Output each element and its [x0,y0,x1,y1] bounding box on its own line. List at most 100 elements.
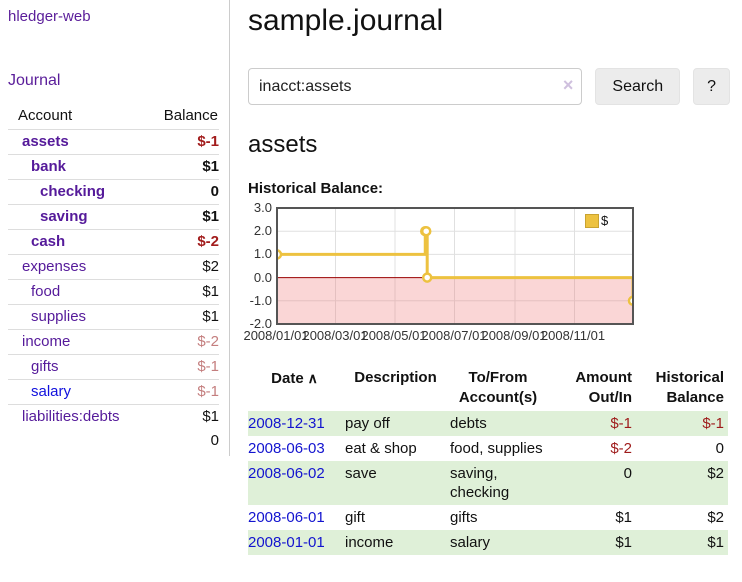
chart-title: Historical Balance: [248,180,384,197]
transaction-amount-cell: $1 [615,509,632,526]
accounts-header-row: Account Balance [8,103,219,130]
account-balance: $-1 [197,133,219,150]
accounts-total-value: 0 [210,432,219,449]
account-balance: $2 [141,254,219,280]
transaction-row: 2008-06-03 eat & shop food, supplies $-2 0 [248,436,728,461]
y-axis-tick: 1.0 [253,246,272,261]
account-link[interactable]: cash [31,233,66,250]
historical-balance-chart: 3.0 2.0 1.0 0.0 -1.0 -2.0 2008/01/01 2008/03/01… [243,200,648,347]
transaction-date-cell: 2008-06-03 [248,436,345,461]
account-row: expenses $2 [8,254,219,280]
register-col-to-from-account-s-: To/From Account(s) [458,369,538,406]
sidebar-item-journal[interactable]: Journal [8,72,61,89]
account-balance: $1 [141,204,219,230]
transaction-row: 2008-06-01 gift gifts $1 $2 [248,505,728,530]
search-row: × Search ? [248,68,730,105]
y-axis-tick: -2.0 [249,316,272,331]
account-cell: supplies [8,304,142,330]
app-brand-link[interactable]: hledger-web [8,8,91,25]
account-cell: income [8,329,142,355]
clear-search-icon[interactable]: × [562,75,574,95]
account-balance: $-2 [141,329,219,355]
account-link[interactable]: income [22,333,71,350]
account-balance: $1 [141,279,219,305]
account-link[interactable]: saving [40,208,88,225]
y-axis-tick: 2.0 [253,223,272,238]
register-table: Date ∧ Description To/From Account(s) Amoun… [248,365,728,555]
legend-swatch-icon [585,213,599,228]
account-balance: $1 [141,154,219,180]
transaction-date-link[interactable]: 2008-06-01 [248,509,325,526]
x-axis-tick: 2008/01/01 [243,328,309,343]
register-col-historical-balance: Historical Balance [655,369,724,406]
accounts-total-row: 0 [8,429,219,453]
account-link[interactable]: gifts [31,358,59,375]
transaction-description-cell: eat & shop [345,440,417,457]
search-button[interactable]: Search [595,68,681,105]
register-col-amount-out-in: Amount Out/In [575,369,632,406]
accounts-header-account: Account [8,103,142,130]
account-link[interactable]: expenses [22,258,87,275]
transaction-row: 2008-01-01 income salary $1 $1 [248,530,728,555]
search-box: × [248,68,583,105]
account-cell: cash [8,229,142,255]
account-link[interactable]: food [31,283,61,300]
account-cell: checking [8,179,142,205]
help-button[interactable]: ? [693,68,730,105]
account-row: salary $-1 [8,379,219,405]
account-balance: $-2 [141,229,219,255]
transaction-date-cell: 2008-01-01 [248,530,345,555]
account-cell: bank [8,154,142,180]
account-link[interactable]: bank [31,158,67,175]
account-link[interactable]: supplies [31,308,87,325]
account-link[interactable]: checking [40,183,106,200]
register-col-date[interactable]: Date ∧ [271,370,318,387]
main-panel: sample.journal × Search ? assets Histori… [243,0,730,555]
transaction-balance-cell: $2 [707,509,724,526]
transaction-date-link[interactable]: 2008-01-01 [248,534,325,551]
account-row: income $-2 [8,329,219,355]
account-row: supplies $1 [8,304,219,330]
account-heading: assets [248,131,318,158]
account-cell: gifts [8,354,142,380]
transaction-accounts-cell: saving, checking [450,465,510,501]
transaction-accounts-cell: gifts [450,509,478,526]
x-axis-tick: 2008/05/01 [361,328,427,343]
transaction-accounts-cell: food, supplies [450,440,543,457]
transaction-date-link[interactable]: 2008-06-02 [248,465,325,482]
transaction-description-cell: income [345,534,394,551]
account-cell: liabilities:debts [8,404,142,429]
transaction-date-link[interactable]: 2008-06-03 [248,440,325,457]
x-axis-tick: 2008/07/01 [421,328,487,343]
transaction-balance-cell: 0 [715,440,724,457]
sidebar: hledger-web Journal Account Balance asse… [0,0,230,456]
account-balance: $1 [141,404,219,429]
transaction-date-link[interactable]: 2008-12-31 [248,415,325,432]
transaction-balance-cell: $2 [707,465,724,482]
transaction-amount-cell: $-1 [610,415,632,432]
account-row: assets $-1 [8,130,219,155]
account-cell: expenses [8,254,142,280]
page-title: sample.journal [248,4,444,37]
account-link[interactable]: salary [31,383,72,400]
account-cell: saving [8,204,142,230]
account-cell: salary [8,379,142,405]
x-axis-tick: 2008/09/01 [481,328,547,343]
account-cell: assets [8,130,141,155]
account-row: gifts $-1 [8,354,219,380]
account-link[interactable]: assets [22,133,69,150]
account-balance: $-1 [141,354,219,380]
transaction-description-cell: save [345,465,377,482]
search-input[interactable] [248,68,583,105]
transaction-row: 2008-12-31 pay off debts $-1 $-1 [248,411,728,436]
transaction-description-cell: gift [345,509,366,526]
account-cell: food [8,279,142,305]
account-link[interactable]: liabilities:debts [22,408,120,425]
account-row: saving $1 [8,204,219,230]
account-balance: $1 [141,304,219,330]
y-axis-tick: 0.0 [253,270,272,285]
chart-legend: $ [585,213,608,228]
accounts-table: Account Balance assets $-1 bank $1 checking 0… [8,103,219,453]
transaction-balance-cell: $-1 [702,415,724,432]
account-balance: $-1 [141,379,219,405]
